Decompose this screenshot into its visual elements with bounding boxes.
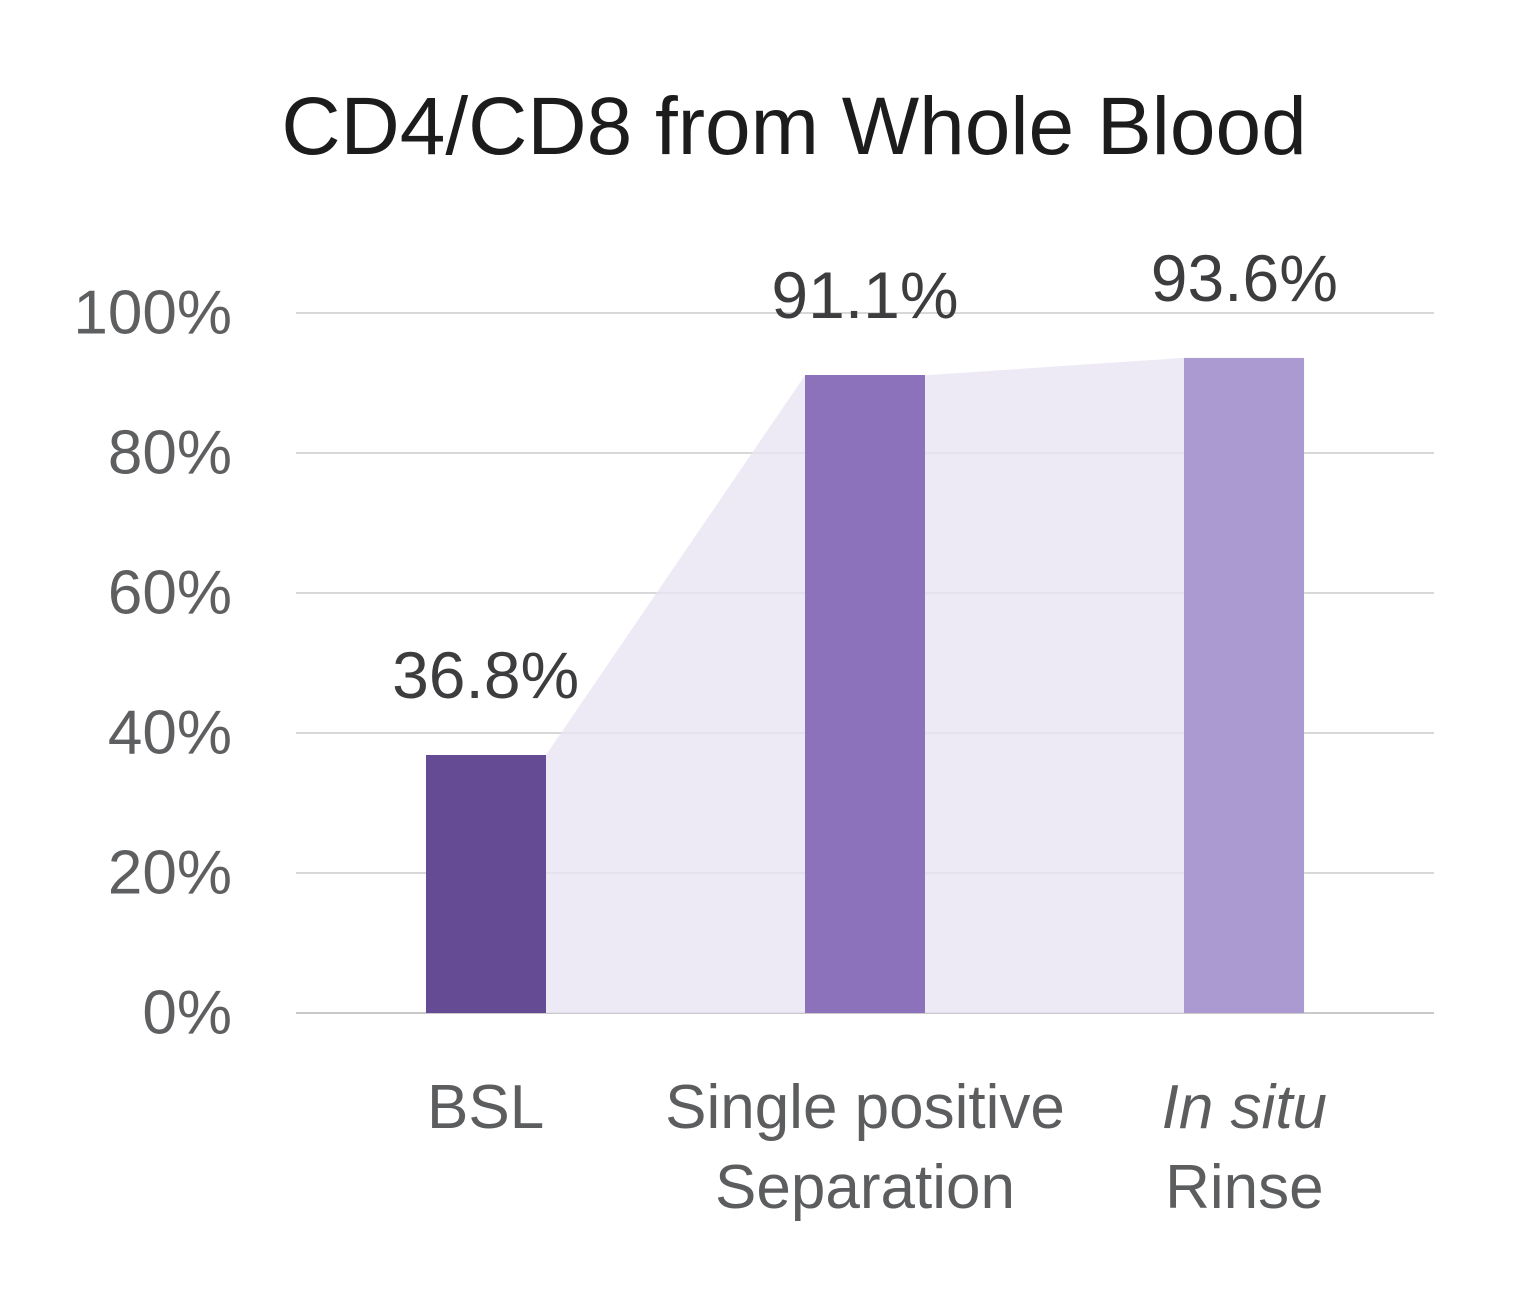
chart-title: CD4/CD8 from Whole Blood [281, 81, 1307, 172]
gridline [296, 312, 1434, 314]
x-axis: BSL Single positive Separation In situ Rinse [296, 1068, 1434, 1268]
area-overlay [545, 357, 1305, 1013]
x-category-label-line: BSL [427, 1073, 545, 1142]
x-category-label-line: Separation [715, 1153, 1015, 1222]
y-tick-label: 100% [73, 278, 232, 348]
y-tick-label: 80% [107, 418, 232, 488]
x-category-label-in-situ-rinse: In situ Rinse [924, 1068, 1536, 1228]
bar-bsl [425, 755, 546, 1013]
value-label-in-situ-rinse: 93.6% [1150, 240, 1338, 315]
y-tick-label: 0% [142, 978, 232, 1048]
x-category-label-line: Single positive [665, 1073, 1065, 1142]
y-tick-label: 20% [107, 838, 232, 908]
x-category-label-bsl: BSL [166, 1068, 806, 1148]
baseline-gridline [296, 1012, 1434, 1014]
bar-single-positive-separation [805, 375, 925, 1013]
y-tick-label: 40% [107, 698, 232, 768]
area-polygon [545, 357, 1305, 1013]
bar-in-situ-rinse [1184, 357, 1305, 1013]
y-tick-label: 60% [107, 558, 232, 628]
x-category-label-single-positive-separation: Single positive Separation [545, 1068, 1185, 1228]
x-category-label-line: Rinse [1165, 1153, 1324, 1222]
value-label-bsl: 36.8% [392, 638, 580, 713]
y-axis: 100% 80% 60% 40% 20% 0% [0, 279, 232, 1048]
x-category-label-line: In situ [1161, 1073, 1328, 1142]
plot-area: 36.8% 91.1% 93.6% [296, 241, 1434, 1014]
value-label-single-positive-separation: 91.1% [771, 258, 959, 333]
